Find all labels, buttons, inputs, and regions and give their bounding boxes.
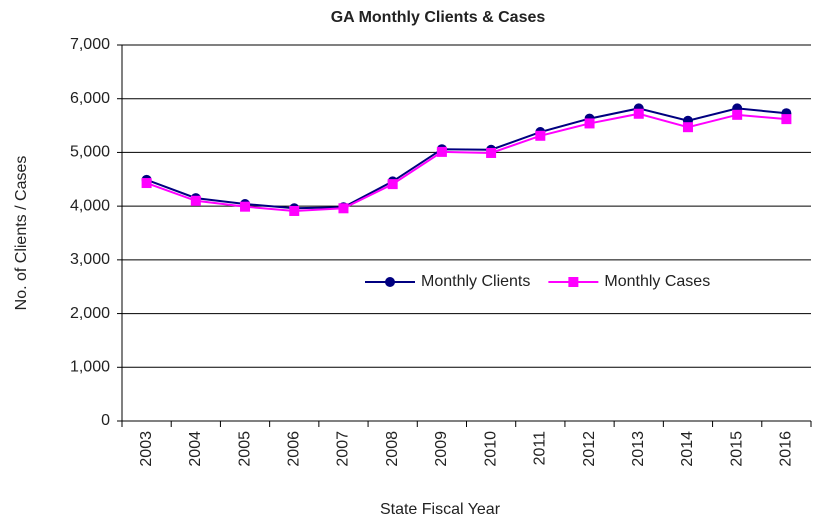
x-tick-label: 2006 (285, 431, 302, 467)
x-tick-label: 2009 (433, 431, 450, 467)
y-tick-label: 6,000 (70, 90, 110, 107)
y-tick-label: 2,000 (70, 305, 110, 322)
legend-marker (385, 277, 395, 287)
marker (486, 147, 497, 158)
y-axis-label: No. of Clients / Cases (13, 156, 30, 311)
x-tick-label: 2015 (728, 431, 745, 467)
x-tick-label: 2007 (335, 431, 352, 467)
marker (535, 130, 546, 141)
y-tick-label: 0 (101, 412, 110, 429)
x-tick-label: 2003 (138, 431, 155, 467)
chart-title: GA Monthly Clients & Cases (331, 9, 546, 26)
marker (190, 195, 201, 206)
marker (240, 201, 251, 212)
marker (732, 109, 743, 120)
y-tick-label: 3,000 (70, 251, 110, 268)
x-tick-label: 2005 (236, 431, 253, 467)
y-tick-label: 7,000 (70, 36, 110, 53)
marker (781, 114, 792, 125)
marker (387, 179, 398, 190)
y-tick-label: 4,000 (70, 197, 110, 214)
marker (436, 146, 447, 157)
marker (289, 205, 300, 216)
x-tick-label: 2010 (482, 431, 499, 467)
x-tick-label: 2004 (187, 431, 204, 467)
marker (141, 178, 152, 189)
series-line (146, 112, 787, 212)
x-tick-label: 2011 (532, 431, 549, 466)
y-tick-label: 5,000 (70, 144, 110, 161)
x-tick-label: 2008 (384, 431, 401, 467)
legend-marker (568, 277, 579, 287)
marker (633, 108, 644, 119)
legend-label: Monthly Cases (604, 273, 710, 290)
y-tick-label: 1,000 (70, 359, 110, 376)
marker (584, 118, 595, 129)
x-tick-label: 2012 (581, 431, 598, 467)
x-tick-label: 2013 (630, 431, 647, 467)
legend-label: Monthly Clients (421, 273, 530, 290)
marker (338, 203, 349, 214)
marker (682, 122, 693, 133)
series-line (146, 107, 787, 210)
x-axis-label: State Fiscal Year (380, 501, 501, 518)
x-tick-label: 2016 (778, 431, 795, 467)
x-tick-label: 2014 (679, 431, 696, 467)
